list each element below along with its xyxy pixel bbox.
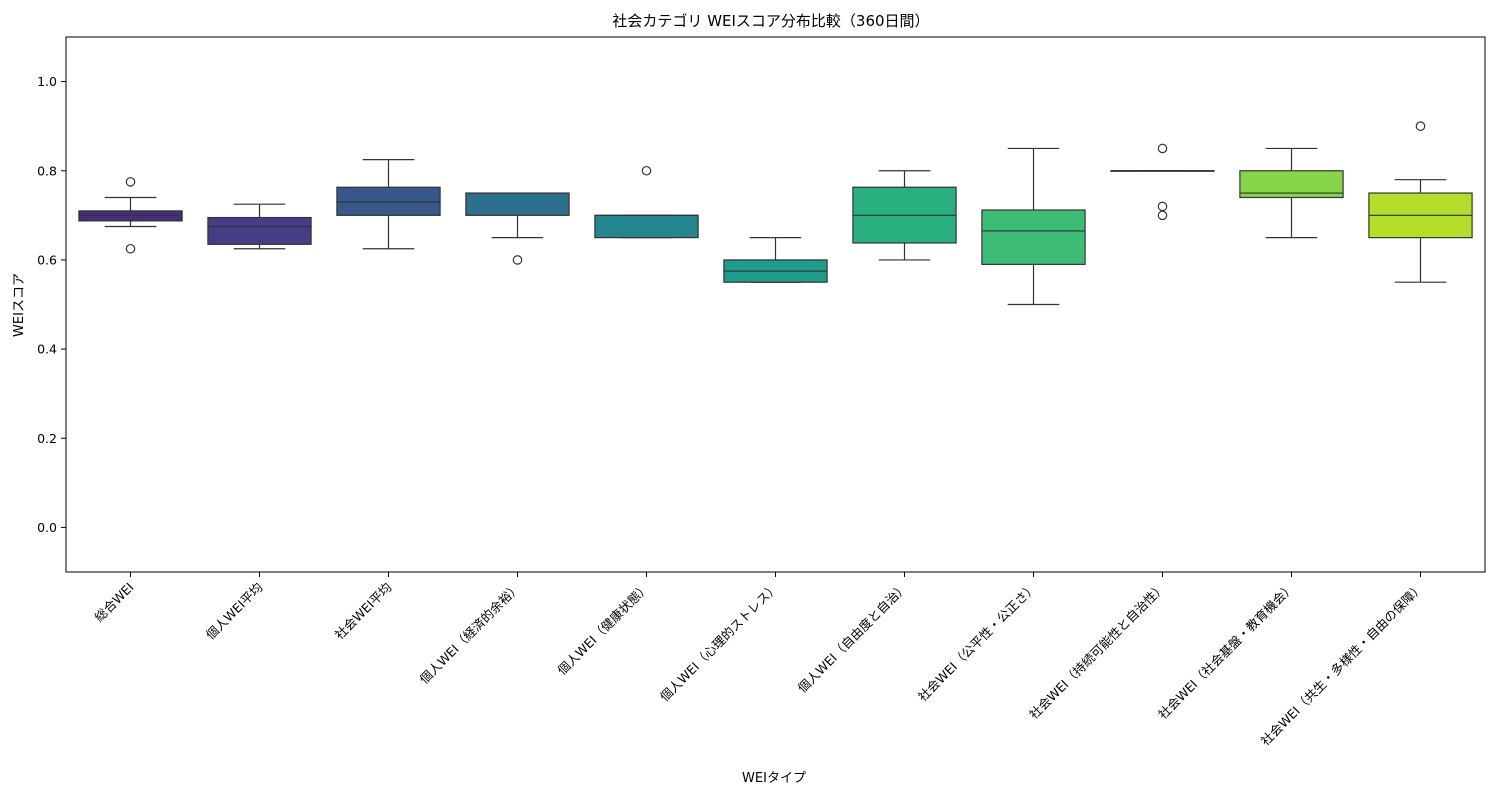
- x-axis-label: WEIタイプ: [742, 771, 806, 786]
- box: [336, 186, 441, 216]
- y-tick-label: 0.6: [37, 252, 57, 267]
- plot-frame: [65, 36, 1486, 573]
- box: [465, 192, 570, 216]
- outlier-point: [1157, 143, 1168, 154]
- x-tick-label: 社会WEI（社会基盤・教育機会）: [1155, 580, 1297, 722]
- box: [594, 214, 699, 239]
- x-tick-label: 個人WEI平均: [203, 580, 266, 643]
- x-tick-label: 社会WEI（持続可能性と自治性）: [1026, 580, 1168, 722]
- x-tick-label: 個人WEI（心理的ストレス）: [657, 580, 782, 705]
- y-tick-label: 0.8: [37, 163, 57, 178]
- x-tick-label: 個人WEI（経済的余裕）: [417, 580, 524, 687]
- outlier-point: [1157, 201, 1168, 212]
- x-tick-label: 個人WEI（健康状態）: [554, 580, 652, 678]
- x-tick-label: 個人WEI（自由度と自治）: [795, 580, 911, 696]
- box: [981, 209, 1086, 265]
- x-tick-label: 社会WEI平均: [332, 580, 395, 643]
- y-tick-label: 0.2: [37, 431, 57, 446]
- outlier-point: [125, 177, 136, 187]
- outlier-point: [1415, 121, 1426, 131]
- y-axis-label: WEIスコア: [12, 273, 27, 337]
- x-tick-label: 社会WEI（共生・多様性・自由の保障）: [1258, 580, 1427, 749]
- box: [207, 216, 312, 245]
- outlier-point: [1157, 210, 1168, 221]
- y-tick-label: 1.0: [37, 74, 57, 89]
- chart-title: 社会カテゴリ WEIスコア分布比較（360日間）: [612, 12, 929, 30]
- y-tick-label: 0.4: [37, 342, 57, 357]
- outlier-point: [641, 165, 652, 176]
- x-tick-label: 総合WEI: [91, 580, 136, 625]
- outlier-point: [125, 243, 136, 254]
- outlier-point: [512, 255, 523, 265]
- x-tick-label: 社会WEI（公平性・公正さ）: [915, 580, 1040, 705]
- y-tick-label: 0.0: [37, 520, 57, 535]
